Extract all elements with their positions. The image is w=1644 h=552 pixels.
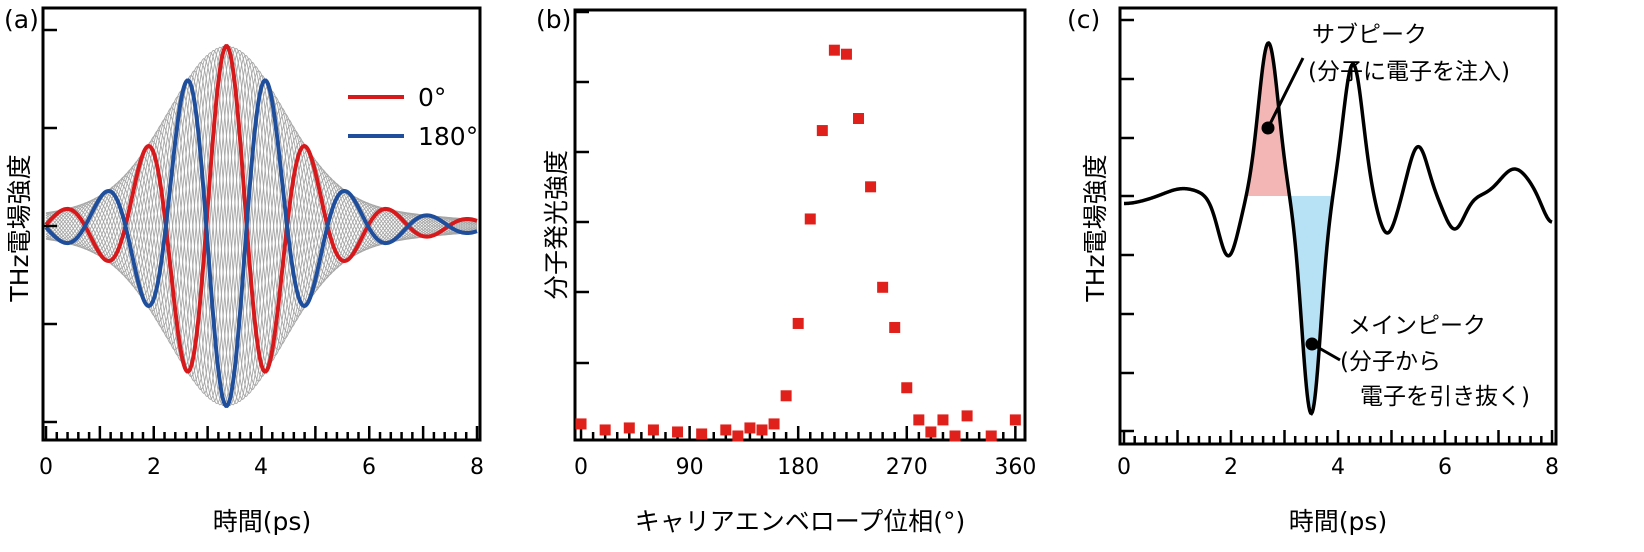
data-point bbox=[828, 44, 840, 56]
envelope-curves bbox=[45, 45, 478, 407]
envelope-curve bbox=[45, 75, 478, 407]
sub-peak-marker bbox=[1261, 121, 1275, 135]
data-point bbox=[840, 48, 852, 60]
data-point bbox=[865, 181, 877, 193]
data-point bbox=[925, 426, 937, 438]
data-point bbox=[1009, 414, 1021, 426]
x-tick-label: 2 bbox=[147, 455, 161, 480]
envelope-curve bbox=[45, 46, 478, 382]
y-axis-label-b: 分子発光強度 bbox=[542, 150, 571, 300]
data-point bbox=[599, 424, 611, 436]
main-peak-marker bbox=[1305, 337, 1319, 351]
x-axis-label-b: キャリアエンベロープ位相(°) bbox=[635, 507, 966, 536]
envelope-curve bbox=[45, 52, 478, 394]
x-tick-label: 0 bbox=[574, 455, 588, 480]
envelope-curve bbox=[45, 47, 478, 386]
data-point bbox=[937, 414, 949, 426]
data-points bbox=[575, 44, 1021, 442]
legend: 0° 180° bbox=[348, 83, 478, 151]
data-point bbox=[804, 213, 816, 225]
sub-peak-title: サブピーク bbox=[1312, 22, 1427, 48]
data-point bbox=[816, 125, 828, 137]
series-line-0deg bbox=[44, 44, 478, 374]
envelope-curve bbox=[45, 49, 478, 391]
legend-label-180deg: 180° bbox=[418, 122, 478, 151]
x-tick-label: 270 bbox=[886, 455, 928, 480]
data-point bbox=[732, 430, 744, 442]
data-point bbox=[756, 424, 768, 436]
envelope-curve bbox=[45, 45, 478, 377]
sub-peak-pointer bbox=[1266, 57, 1305, 129]
data-point bbox=[961, 410, 973, 422]
data-point bbox=[623, 422, 635, 434]
data-point bbox=[696, 428, 708, 440]
panel-label-c: (c) bbox=[1067, 5, 1100, 34]
plot-frame-a bbox=[41, 6, 482, 442]
x-tick-label: 180 bbox=[777, 455, 819, 480]
main-peak-note: (分子から bbox=[1340, 349, 1441, 375]
data-point bbox=[949, 430, 961, 442]
x-tick-label: 0 bbox=[1117, 455, 1131, 480]
sub-peak-fill bbox=[1246, 43, 1290, 196]
data-point bbox=[877, 281, 889, 293]
waveform-line bbox=[1123, 41, 1553, 416]
envelope-curve bbox=[45, 66, 478, 405]
x-tick-label: 360 bbox=[994, 455, 1036, 480]
x-tick-label: 4 bbox=[254, 455, 268, 480]
data-point bbox=[889, 321, 901, 333]
main-peak-fill bbox=[1289, 196, 1333, 414]
data-point bbox=[901, 382, 913, 394]
y-axis-label-c: THz電場強度 bbox=[1081, 154, 1110, 302]
data-point bbox=[913, 414, 925, 426]
data-point bbox=[575, 418, 587, 430]
panel-c: (c) サブピーク (分子に電子を注入) メインピーク (分子から 電子を引き抜… bbox=[1067, 5, 1559, 536]
series-line-180deg bbox=[44, 78, 478, 408]
y-axis-label-a: THz電場強度 bbox=[5, 154, 34, 302]
data-point bbox=[780, 390, 792, 402]
data-point bbox=[672, 426, 684, 438]
plot-frame-b bbox=[573, 8, 1027, 442]
envelope-curve bbox=[45, 61, 478, 403]
panel-label-b: (b) bbox=[536, 5, 571, 34]
sub-peak-note: (分子に電子を注入) bbox=[1308, 59, 1510, 85]
envelope-curve bbox=[45, 58, 478, 400]
data-point bbox=[985, 430, 997, 442]
x-tick-label: 8 bbox=[470, 455, 484, 480]
x-tick-label: 6 bbox=[362, 455, 376, 480]
x-tick-label: 0 bbox=[39, 455, 53, 480]
data-point bbox=[768, 418, 780, 430]
x-axis-label-a: 時間(ps) bbox=[213, 507, 311, 536]
legend-label-0deg: 0° bbox=[418, 83, 446, 112]
axis-ticks-b bbox=[575, 10, 1017, 440]
data-point bbox=[853, 113, 865, 125]
data-point bbox=[792, 317, 804, 329]
x-tick-label: 90 bbox=[676, 455, 704, 480]
panel-a: (a) 0° 180° 0 2 4 6 8 時間(ps) THz電場強度 bbox=[4, 5, 484, 536]
panel-b: (b) 0 90 180 270 360 キャリアエンベロープ位相(°) 分子発… bbox=[536, 5, 1036, 536]
axis-ticks-c bbox=[1120, 18, 1554, 444]
main-peak-title: メインピーク bbox=[1348, 313, 1486, 339]
x-axis-label-c: 時間(ps) bbox=[1289, 507, 1387, 536]
data-point bbox=[720, 424, 732, 436]
data-point bbox=[647, 424, 659, 436]
x-tick-label: 2 bbox=[1224, 455, 1238, 480]
envelope-curve bbox=[45, 70, 478, 406]
data-point bbox=[744, 422, 756, 434]
x-tick-label: 8 bbox=[1545, 455, 1559, 480]
x-tick-label: 6 bbox=[1438, 455, 1452, 480]
x-tick-label: 4 bbox=[1331, 455, 1345, 480]
axis-ticks-a bbox=[43, 28, 479, 440]
panel-label-a: (a) bbox=[4, 5, 39, 34]
main-peak-note: 電子を引き抜く) bbox=[1360, 384, 1530, 410]
